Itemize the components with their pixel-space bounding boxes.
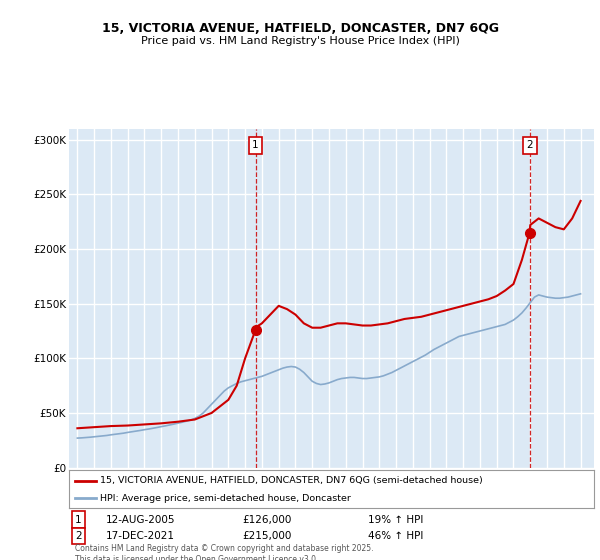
Text: 19% ↑ HPI: 19% ↑ HPI <box>368 515 424 525</box>
Text: 12-AUG-2005: 12-AUG-2005 <box>106 515 175 525</box>
Text: 1: 1 <box>76 515 82 525</box>
Text: 2: 2 <box>76 531 82 542</box>
Text: 15, VICTORIA AVENUE, HATFIELD, DONCASTER, DN7 6QG (semi-detached house): 15, VICTORIA AVENUE, HATFIELD, DONCASTER… <box>101 476 483 485</box>
Text: Price paid vs. HM Land Registry's House Price Index (HPI): Price paid vs. HM Land Registry's House … <box>140 36 460 46</box>
Text: Contains HM Land Registry data © Crown copyright and database right 2025.
This d: Contains HM Land Registry data © Crown c… <box>76 544 374 560</box>
Text: 2: 2 <box>526 140 533 150</box>
Text: £215,000: £215,000 <box>242 531 292 542</box>
Text: 17-DEC-2021: 17-DEC-2021 <box>106 531 175 542</box>
Text: 46% ↑ HPI: 46% ↑ HPI <box>368 531 424 542</box>
Text: 15, VICTORIA AVENUE, HATFIELD, DONCASTER, DN7 6QG: 15, VICTORIA AVENUE, HATFIELD, DONCASTER… <box>101 22 499 35</box>
Text: 1: 1 <box>252 140 259 150</box>
Text: HPI: Average price, semi-detached house, Doncaster: HPI: Average price, semi-detached house,… <box>101 494 352 503</box>
Text: £126,000: £126,000 <box>242 515 292 525</box>
